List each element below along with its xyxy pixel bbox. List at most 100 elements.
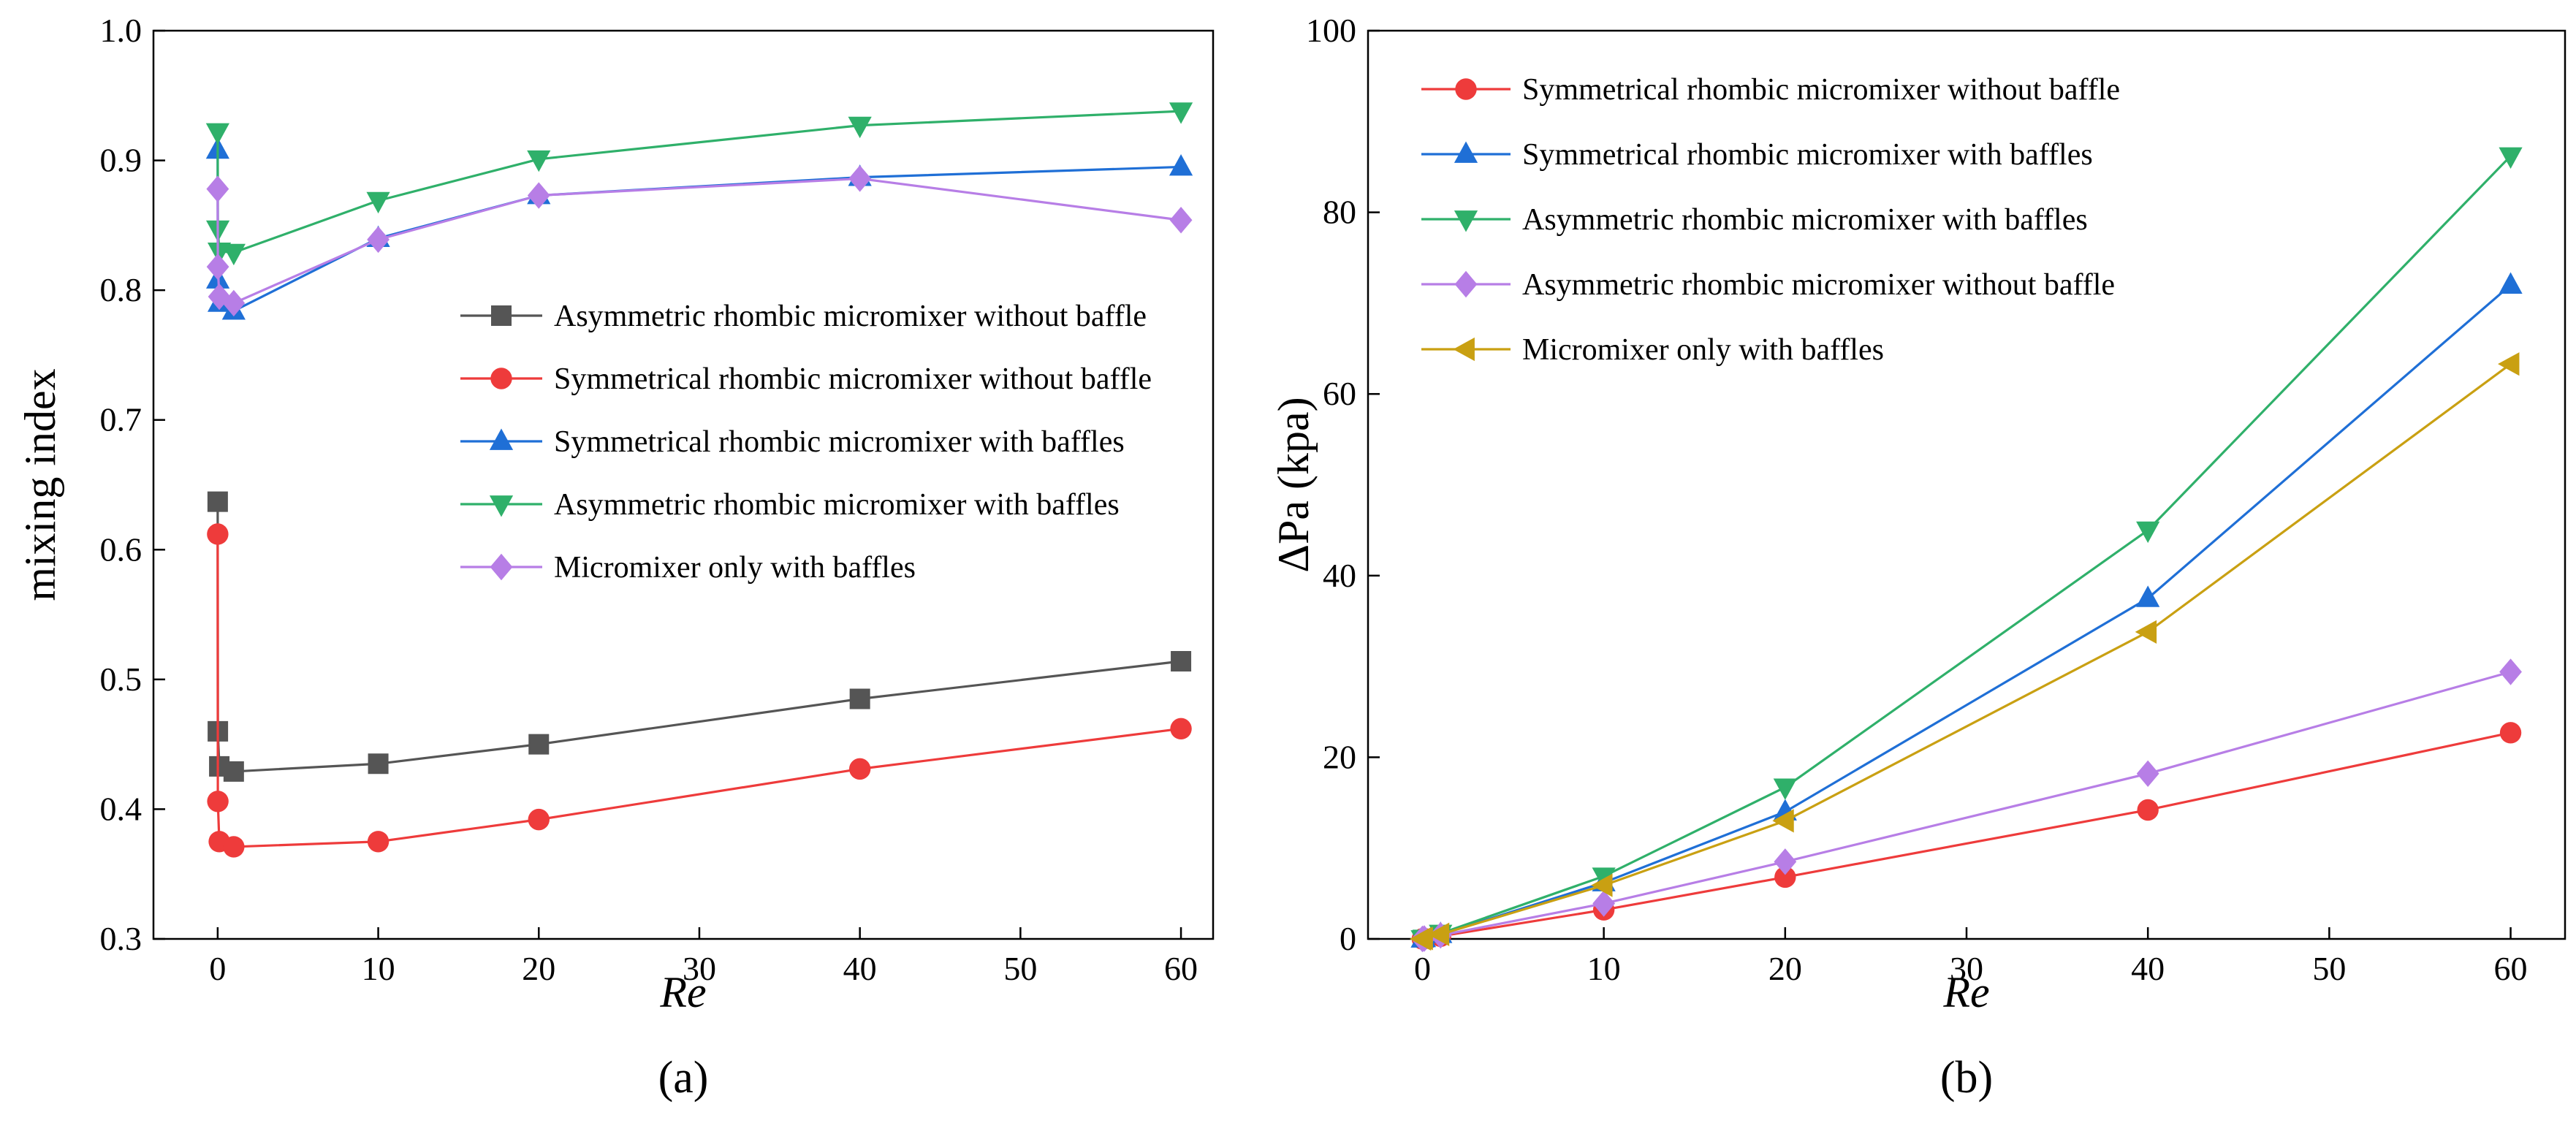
- series-3: [205, 137, 1193, 320]
- y-tick-label: 0.4: [100, 790, 143, 827]
- data-point: [367, 226, 390, 254]
- data-point: [2137, 799, 2159, 821]
- y-tick-label: 0: [1340, 920, 1356, 957]
- data-point: [849, 688, 870, 709]
- data-point: [1774, 848, 1797, 875]
- data-point: [1171, 650, 1192, 671]
- x-tick-label: 50: [2312, 950, 2346, 987]
- y-tick-label: 60: [1323, 375, 1356, 412]
- data-point: [1592, 867, 1616, 889]
- legend-label: Asymmetric rhombic micromixer with baffl…: [554, 488, 1120, 522]
- series-line: [1422, 284, 2512, 940]
- data-point: [2499, 658, 2522, 685]
- data-point: [848, 116, 872, 139]
- data-point: [2499, 147, 2523, 170]
- data-point: [2135, 620, 2157, 644]
- legend-marker: [1454, 141, 1478, 163]
- x-tick-label: 30: [683, 950, 716, 987]
- data-point: [1169, 153, 1193, 176]
- legend-label: Symmetrical rhombic micromixer without b…: [1522, 73, 2120, 107]
- legend-marker: [489, 428, 514, 450]
- x-axis-title: Re: [1942, 968, 1989, 1016]
- data-point: [222, 289, 246, 317]
- data-point: [527, 150, 551, 172]
- x-tick-label: 40: [2131, 950, 2165, 987]
- y-axis-title: mixing index: [16, 368, 64, 601]
- x-tick-label: 60: [1164, 950, 1198, 987]
- x-tick-label: 10: [1587, 950, 1621, 987]
- data-point: [207, 491, 228, 512]
- panel-a-mixing-index-chart: 0 10 20 30 40 50 60 0.3 0.4 0.5 0.6 0.7 0.8 0.9 1.0 Re m…: [16, 12, 1215, 1103]
- legend-marker: [1454, 270, 1478, 298]
- y-tick-label: 0.8: [100, 271, 143, 308]
- data-point: [2498, 352, 2520, 376]
- y-tick-label: 0.3: [100, 920, 143, 957]
- data-point: [205, 123, 229, 145]
- panel-label: (b): [1940, 1053, 1993, 1103]
- y-tick-label: 1.0: [100, 12, 143, 49]
- data-point: [527, 182, 550, 209]
- legend-label: Asymmetric rhombic micromixer without ba…: [1522, 268, 2115, 302]
- y-tick-label: 100: [1306, 12, 1356, 49]
- y-axis-title: ΔPa (kpa): [1269, 397, 1318, 572]
- legend-label: Symmetrical rhombic micromixer with baff…: [1522, 138, 2093, 172]
- legend-marker: [1455, 78, 1477, 100]
- data-point: [2499, 722, 2522, 744]
- data-point: [1427, 922, 1450, 946]
- y-tick-label: 0.7: [100, 401, 143, 438]
- series-line: [216, 501, 1182, 773]
- legend-label: Symmetrical rhombic micromixer without b…: [554, 362, 1152, 396]
- legend-label: Symmetrical rhombic micromixer with baff…: [554, 425, 1125, 459]
- data-point: [528, 808, 550, 831]
- data-point: [2499, 272, 2523, 294]
- data-point: [206, 253, 229, 281]
- panel-label: (a): [658, 1053, 709, 1103]
- panel-b-pressure-drop-chart: 0 10 20 30 40 50 60 0 20 40 60 80 100 Re ΔPa (kpa) (b) S…: [1269, 12, 2566, 1103]
- x-tick-label: 10: [362, 950, 395, 987]
- data-point: [1411, 926, 1433, 951]
- series-line: [1422, 671, 2511, 940]
- y-tick-label: 20: [1323, 738, 1356, 775]
- data-point: [1169, 207, 1193, 234]
- legend-marker: [491, 305, 512, 326]
- x-tick-label: 60: [2494, 950, 2528, 987]
- data-point: [1772, 809, 1794, 833]
- data-point: [528, 734, 550, 755]
- data-point: [366, 191, 390, 214]
- legend-marker: [489, 495, 514, 517]
- x-tick-label: 0: [1414, 950, 1431, 987]
- data-point: [1591, 873, 1613, 897]
- series-5: [1409, 352, 2520, 951]
- x-tick-label: 20: [522, 950, 555, 987]
- data-point: [206, 175, 229, 202]
- legend-marker: [1454, 210, 1478, 232]
- series-1: [207, 491, 1192, 782]
- data-point: [1169, 102, 1193, 124]
- x-tick-label: 50: [1003, 950, 1037, 987]
- legend-label: Micromixer only with baffles: [1522, 333, 1884, 367]
- data-point: [367, 831, 390, 853]
- data-point: [848, 758, 871, 780]
- series-line: [1422, 362, 2512, 940]
- data-point: [1170, 718, 1192, 740]
- data-point: [368, 753, 389, 775]
- y-tick-label: 40: [1323, 557, 1356, 594]
- data-point: [207, 791, 229, 813]
- series-4: [205, 102, 1193, 266]
- series-2: [207, 523, 1192, 858]
- data-point: [2136, 585, 2160, 607]
- data-point: [1592, 890, 1616, 917]
- plot-frame: [152, 29, 1215, 940]
- data-point: [1774, 866, 1796, 888]
- legend: Symmetrical rhombic micromixer without b…: [1421, 73, 2120, 367]
- series-1: [1411, 722, 2522, 950]
- data-point: [223, 761, 244, 782]
- y-tick-label: 0.9: [100, 142, 143, 179]
- x-axis-title: Re: [659, 968, 706, 1016]
- legend-label: Micromixer only with baffles: [554, 551, 916, 585]
- legend-label: Asymmetric rhombic micromixer with baffl…: [1522, 203, 2088, 237]
- series-5: [206, 165, 1193, 317]
- series-4: [1411, 658, 2522, 953]
- data-point: [2136, 521, 2160, 544]
